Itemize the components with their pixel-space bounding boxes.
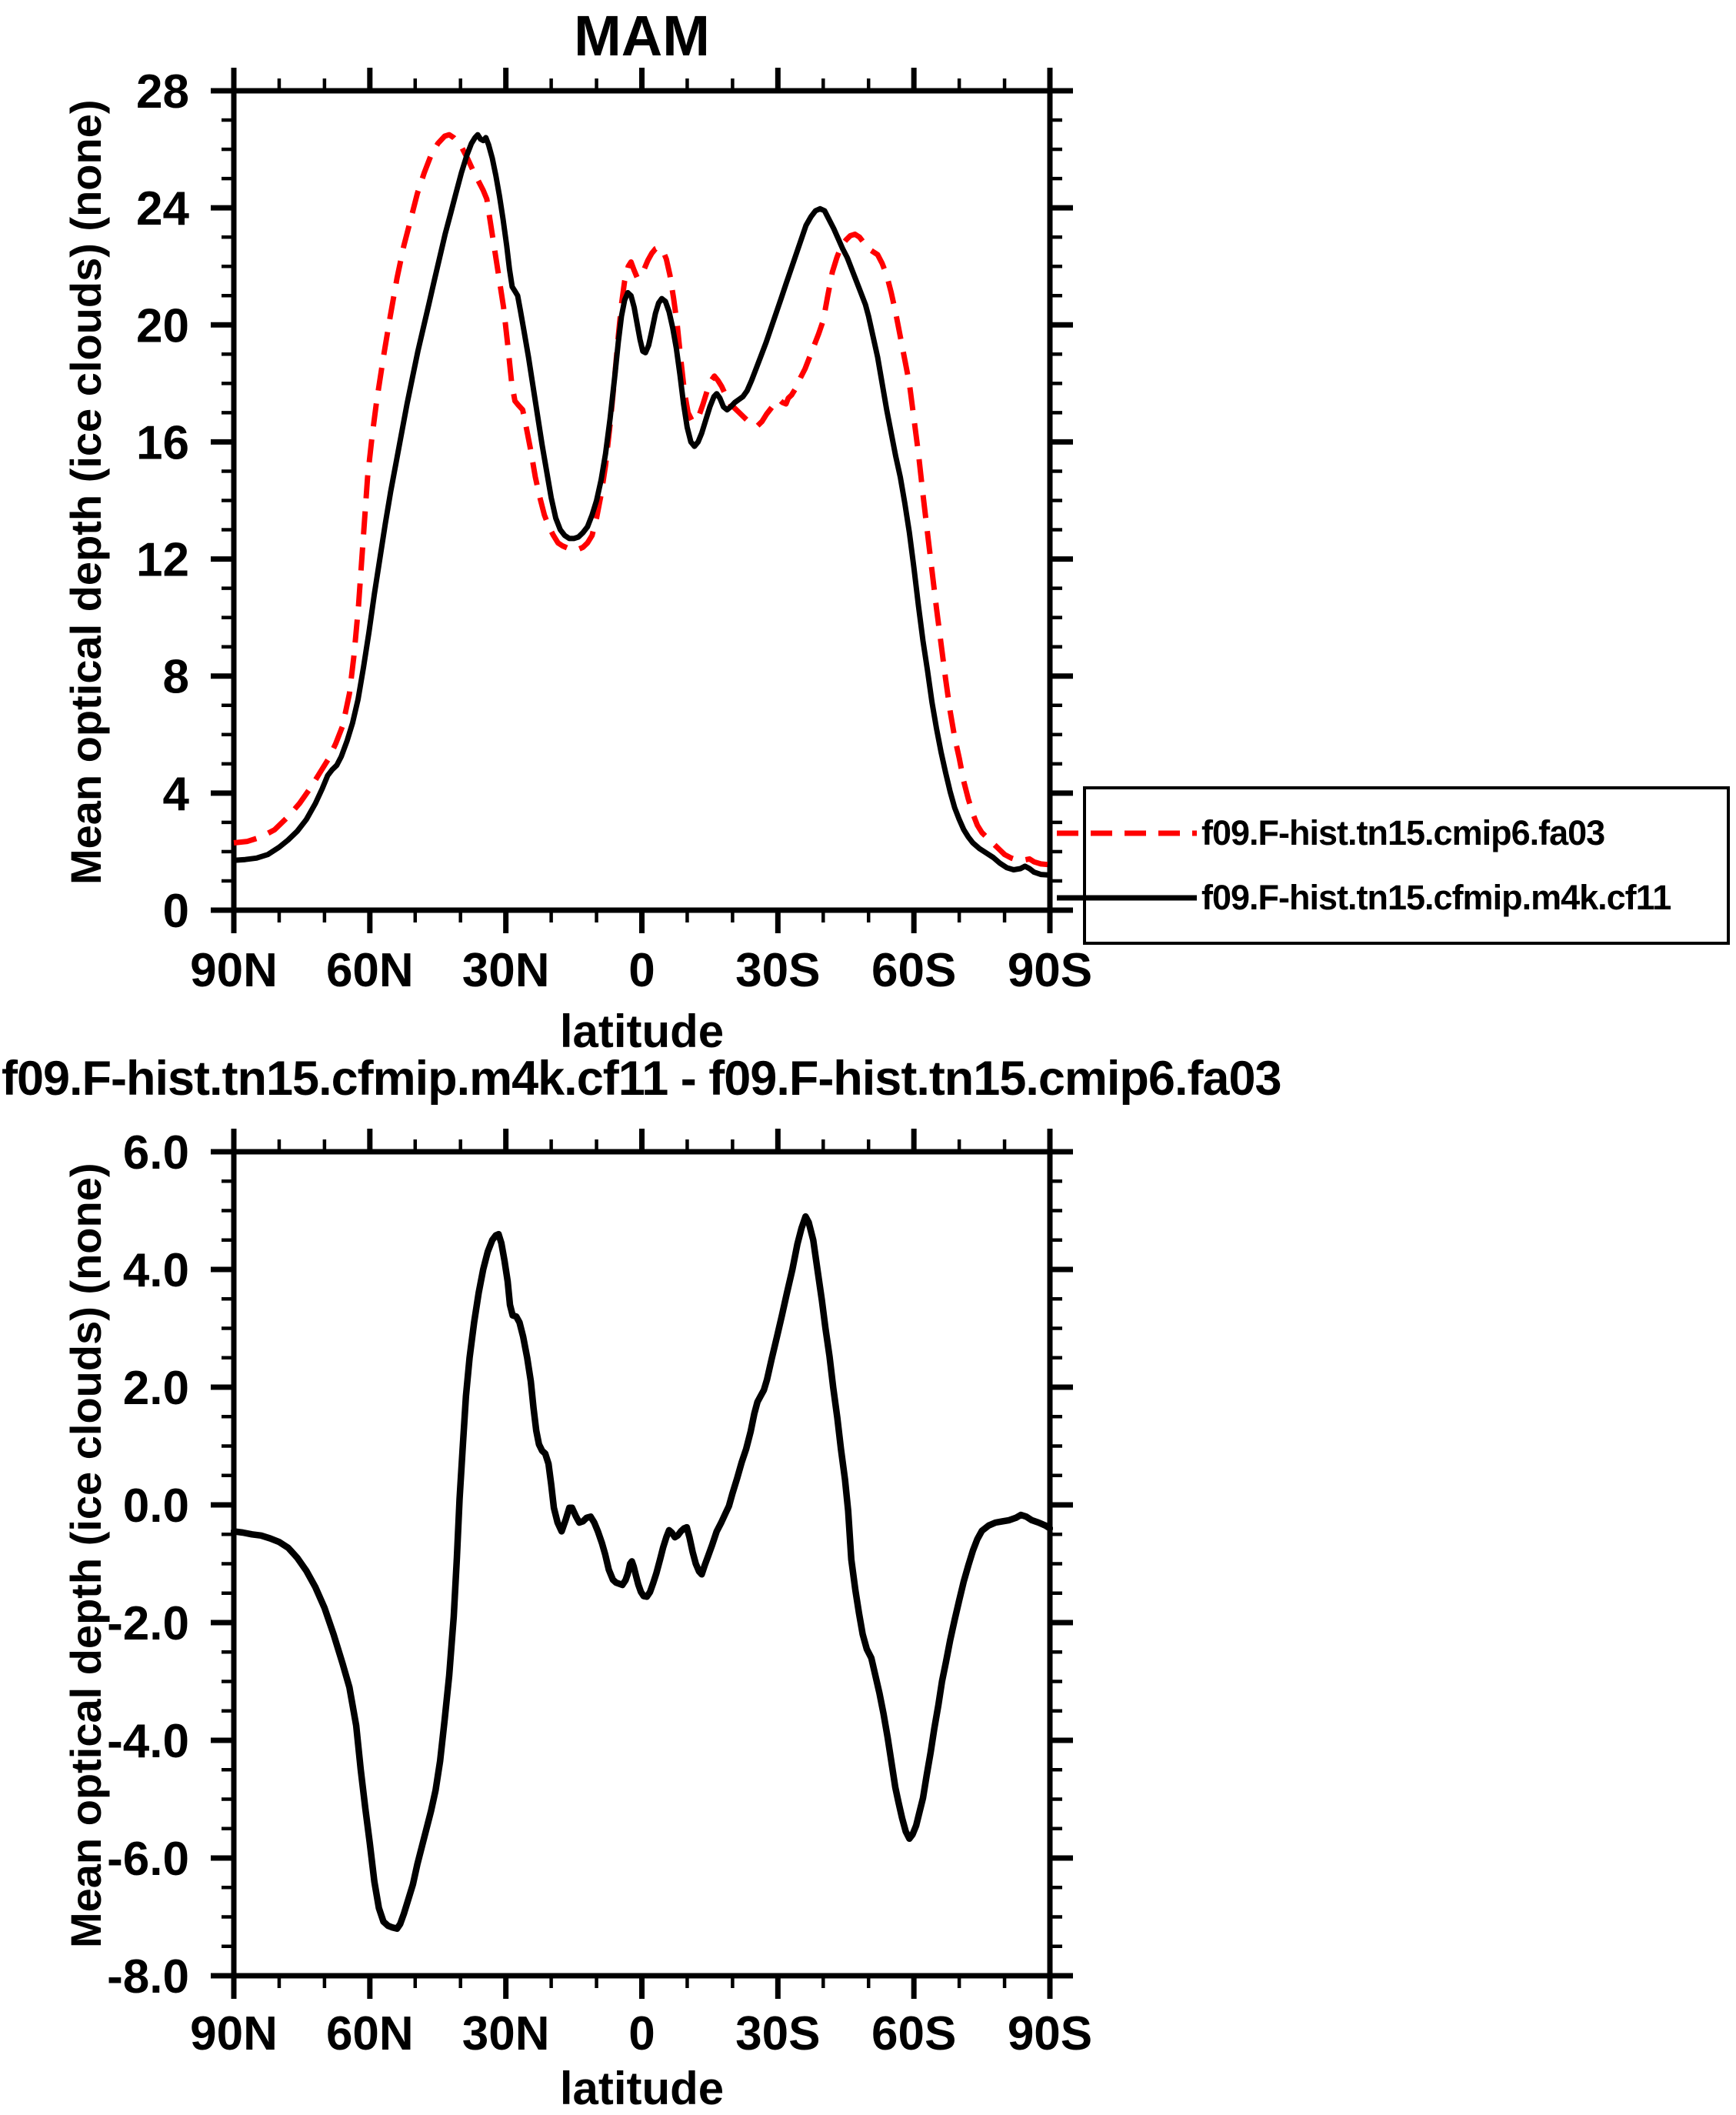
series-line-0-chart-1	[231, 1213, 1053, 1933]
legend-entry-cfmip: f09.F-hist.tn15.cfmip.m4k.cf11	[1057, 876, 1727, 919]
x-tick-label: 30S	[735, 2007, 820, 2060]
x-tick-label: 60S	[871, 2007, 956, 2060]
x-tick-label: 0	[628, 2007, 655, 2060]
series-line-1-chart-0	[231, 132, 1053, 878]
top-chart-title: MAM	[574, 4, 710, 68]
y-tick-label: -8.0	[107, 1950, 189, 2003]
bottom-chart-title: f09.F-hist.tn15.cfmip.m4k.cf11 - f09.F-h…	[2, 1052, 1282, 1106]
legend-box: f09.F-hist.tn15.cmip6.fa03 f09.F-hist.tn…	[1057, 786, 1730, 945]
legend-label: f09.F-hist.tn15.cfmip.m4k.cf11	[1201, 878, 1671, 918]
top-chart-x-axis-title: latitude	[559, 1006, 725, 1057]
x-tick-label: 60S	[871, 944, 956, 997]
y-tick-label: 24	[136, 182, 189, 235]
x-tick-label: 60N	[326, 2007, 414, 2060]
y-tick-label: 28	[136, 65, 189, 118]
x-tick-label: 90S	[1008, 944, 1092, 997]
x-tick-label: 60N	[326, 944, 414, 997]
series-line-0-chart-0	[233, 132, 1051, 868]
y-tick-label: 4	[163, 768, 190, 821]
y-tick-label: 0	[163, 885, 189, 938]
x-tick-label: 30N	[462, 944, 550, 997]
x-tick-label: 30N	[462, 2007, 550, 2060]
legend-line-solid-black	[1057, 895, 1197, 901]
x-tick-label: 90N	[190, 2007, 278, 2060]
y-tick-label: 4.0	[123, 1244, 189, 1297]
x-tick-label: 90N	[190, 944, 278, 997]
x-tick-label: 90S	[1008, 2007, 1092, 2060]
y-tick-label: -4.0	[107, 1715, 189, 1768]
y-tick-label: -2.0	[107, 1597, 189, 1650]
y-tick-label: 6.0	[123, 1126, 189, 1179]
legend-line-dashed-red	[1057, 830, 1197, 836]
y-tick-label: 12	[136, 534, 189, 587]
y-tick-label: 16	[136, 416, 189, 469]
bottom-chart-x-axis-title: latitude	[559, 2063, 725, 2114]
x-tick-label: 30S	[735, 944, 820, 997]
y-tick-label: 8	[163, 651, 189, 704]
y-tick-label: 20	[136, 299, 189, 352]
legend-label: f09.F-hist.tn15.cmip6.fa03	[1201, 812, 1605, 852]
y-tick-label: -6.0	[107, 1833, 189, 1886]
y-tick-label: 0.0	[123, 1479, 189, 1533]
x-tick-label: 0	[628, 944, 655, 997]
y-tick-label: 2.0	[123, 1362, 189, 1415]
legend-entry-cmip6: f09.F-hist.tn15.cmip6.fa03	[1057, 812, 1727, 855]
